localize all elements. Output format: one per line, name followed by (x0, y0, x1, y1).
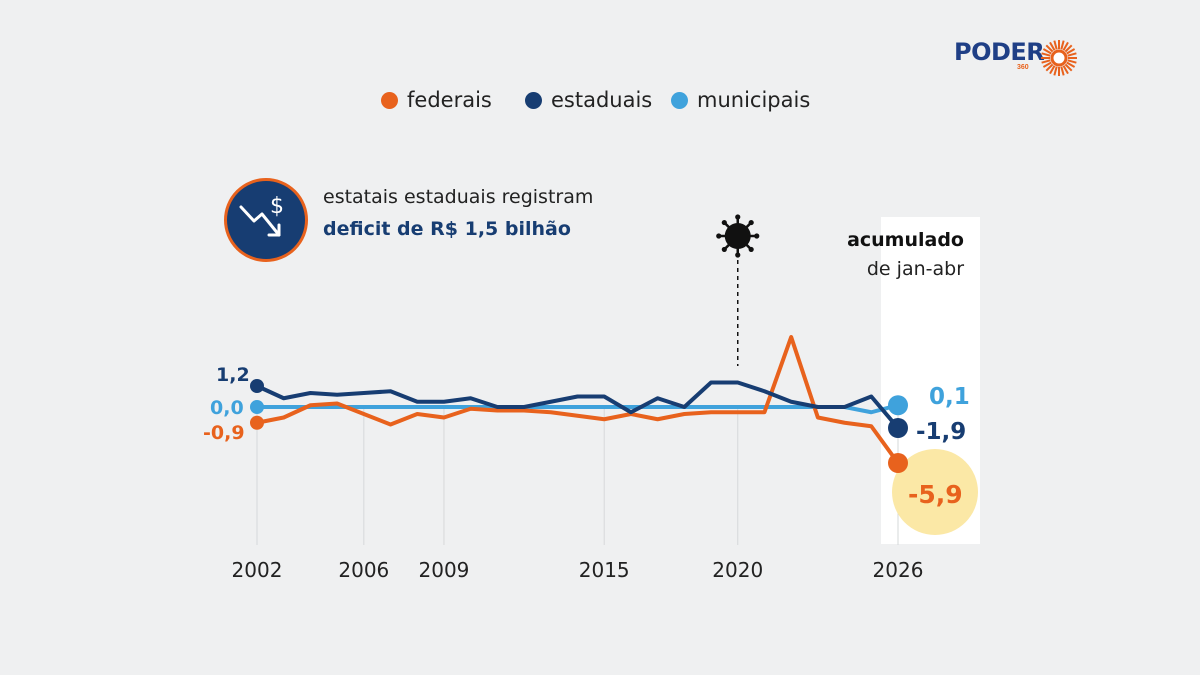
sunburst-ray (1041, 59, 1051, 64)
svg-text:$: $ (270, 194, 284, 219)
callout-text: estatais estaduais registram (323, 186, 594, 208)
legend-dot-municipais (671, 91, 688, 109)
sunburst-ray (1045, 63, 1054, 72)
sunburst-ray (1049, 41, 1056, 51)
legend-dot-estaduais (525, 91, 542, 109)
label-municipais-start: 0,0 (210, 397, 244, 419)
sunburst-ray (1042, 48, 1052, 55)
series-line-municipais (255, 403, 900, 415)
sunburst-ray (1045, 44, 1054, 53)
point-federais-start (250, 415, 264, 430)
sunburst-logo-icon (1041, 40, 1077, 76)
sunburst-ray (1053, 40, 1058, 50)
accumulated-subtitle: de jan-abr (866, 258, 964, 280)
x-tick-2002: 2002 (231, 558, 283, 582)
accumulated-title: acumulado (847, 229, 964, 251)
brand-logo: PODER (954, 38, 1045, 66)
sunburst-ray (1067, 59, 1077, 64)
label-federais-end: -5,9 (908, 480, 963, 509)
x-tick-2015: 2015 (578, 558, 630, 582)
sunburst-ray (1041, 52, 1051, 57)
sunburst-ray (1064, 44, 1073, 53)
brand-logo-sub: 360 (1017, 64, 1029, 71)
sunburst-ray (1053, 66, 1058, 76)
legend-label-federais: federais (407, 88, 492, 112)
point-municipais-start (250, 400, 264, 414)
sunburst-ray (1060, 40, 1065, 50)
sunburst-ray (1042, 61, 1052, 68)
sunburst-ray (1064, 63, 1073, 72)
series-line-federais (255, 335, 900, 465)
label-estaduais-end: -1,9 (916, 419, 967, 445)
legend-item-federais: federais (381, 86, 492, 114)
series-line-estaduais (255, 380, 900, 430)
sunburst-ray (1062, 65, 1069, 75)
label-estaduais-start: 1,2 (216, 364, 250, 386)
point-municipais-end (888, 395, 908, 416)
sunburst-ray (1060, 66, 1065, 76)
callout-highlight: deficit de R$ 1,5 bilhão (323, 218, 571, 240)
sunburst-ray (1066, 61, 1076, 68)
virus-icon (716, 214, 760, 258)
x-tick-2009: 2009 (418, 558, 470, 582)
sunburst-ray (1067, 52, 1077, 57)
point-estaduais-start (250, 379, 264, 393)
x-tick-2006: 2006 (338, 558, 390, 582)
sunburst-ray (1062, 41, 1069, 51)
legend-dot-federais (381, 91, 398, 109)
x-tick-2020: 2020 (712, 558, 764, 582)
sunburst-ray (1049, 65, 1056, 75)
label-federais-start: -0,9 (203, 422, 245, 444)
money-down-icon: $ (224, 178, 308, 262)
legend-item-estaduais: estaduais (525, 86, 652, 114)
highlight-circle (892, 449, 978, 535)
sunburst-ray (1066, 48, 1076, 55)
point-federais-end (888, 453, 908, 473)
label-municipais-end: 0,1 (929, 384, 970, 410)
point-estaduais-end (888, 418, 908, 438)
legend-label-municipais: municipais (697, 88, 811, 112)
legend-label-estaduais: estaduais (551, 88, 653, 112)
x-tick-2026: 2026 (872, 558, 924, 582)
legend-item-municipais: municipais (671, 86, 810, 114)
